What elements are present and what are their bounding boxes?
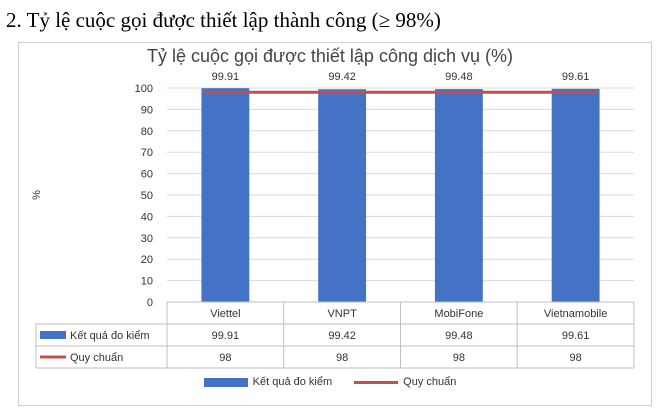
legend-swatch-line bbox=[354, 380, 399, 384]
y-tick-label: 100 bbox=[135, 83, 153, 95]
y-axis-title: % bbox=[31, 190, 43, 200]
table-cell: 98 bbox=[453, 352, 465, 364]
data-label: 99.91 bbox=[212, 71, 240, 83]
bar bbox=[434, 89, 483, 303]
legend-label-standard: Quy chuẩn bbox=[403, 376, 457, 388]
table-cell: 98 bbox=[219, 352, 231, 364]
legend-swatch-bar bbox=[203, 377, 248, 387]
y-tick-label: 40 bbox=[141, 211, 153, 223]
legend-label-measured: Kết quả đo kiểm bbox=[252, 376, 333, 388]
chart-legend: Kết quả đo kiểm Quy chuẩn bbox=[0, 376, 660, 388]
table-cell: 98 bbox=[336, 352, 348, 364]
y-tick-label: 0 bbox=[147, 297, 153, 309]
y-tick-label: 30 bbox=[141, 233, 153, 245]
category-label: VNPT bbox=[327, 308, 357, 320]
table-cell: 99.91 bbox=[212, 330, 240, 342]
table-key-bar bbox=[40, 331, 66, 339]
data-label: 99.61 bbox=[562, 71, 590, 83]
table-cell: 99.42 bbox=[328, 330, 356, 342]
category-label: MobiFone bbox=[434, 308, 483, 320]
y-tick-label: 80 bbox=[141, 126, 153, 138]
legend-item-measured: Kết quả đo kiểm bbox=[203, 376, 333, 388]
y-tick-label: 10 bbox=[141, 276, 153, 288]
y-tick-label: 60 bbox=[141, 169, 153, 181]
table-cell: 99.48 bbox=[445, 330, 473, 342]
bar bbox=[318, 89, 367, 302]
table-cell: 98 bbox=[570, 352, 582, 364]
y-tick-label: 50 bbox=[141, 190, 153, 202]
data-label: 99.48 bbox=[445, 71, 473, 83]
table-series-name: Quy chuẩn bbox=[70, 352, 123, 364]
data-label: 99.42 bbox=[328, 71, 356, 83]
table-series-name: Kết quả đo kiểm bbox=[70, 330, 150, 342]
table-cell: 99.61 bbox=[562, 330, 590, 342]
bar bbox=[201, 88, 250, 302]
category-label: Vietnamobile bbox=[544, 308, 607, 320]
legend-item-standard: Quy chuẩn bbox=[354, 376, 456, 388]
y-tick-label: 90 bbox=[141, 104, 153, 116]
chart-title: Tỷ lệ cuộc gọi được thiết lập công dịch … bbox=[146, 46, 514, 66]
category-label: Viettel bbox=[210, 308, 240, 320]
bar bbox=[551, 88, 600, 303]
y-tick-label: 20 bbox=[141, 254, 153, 266]
y-tick-label: 70 bbox=[141, 147, 153, 159]
section-heading: 2. Tỷ lệ cuộc gọi được thiết lập thành c… bbox=[6, 8, 441, 32]
